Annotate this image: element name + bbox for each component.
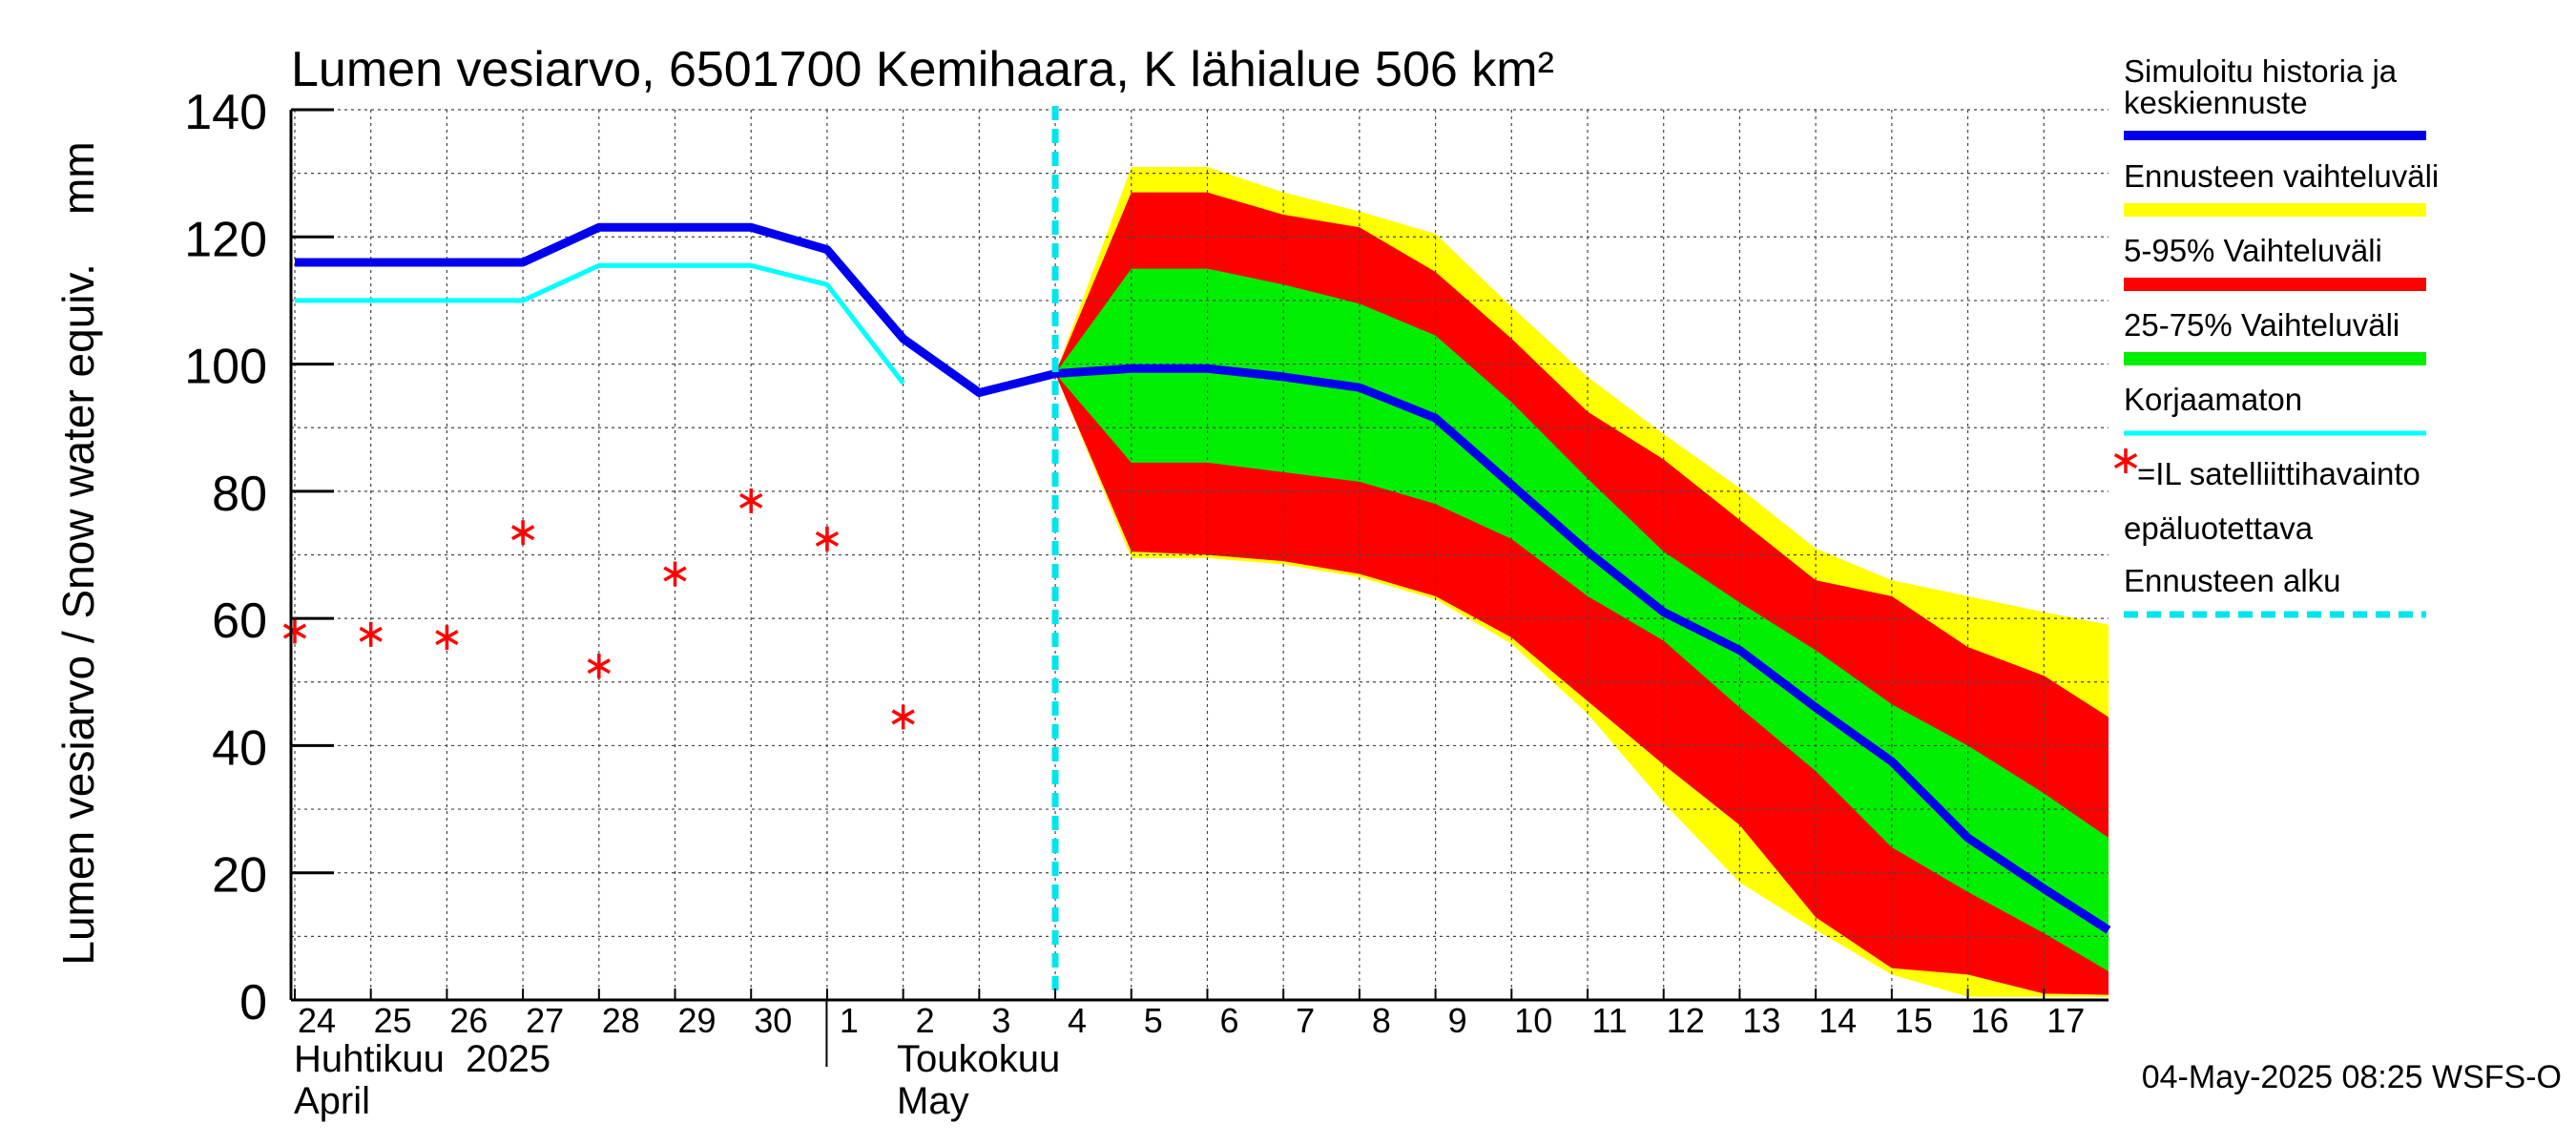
legend-label-simulated: Simuloitu historia ja (2124, 53, 2398, 89)
y-tick-label: 60 (212, 593, 267, 649)
band-25-75 (1055, 268, 2109, 972)
legend-label-simulated-2: keskiennuste (2124, 85, 2308, 120)
satellite-point (815, 526, 840, 552)
month-label-may-en: May (897, 1080, 969, 1122)
legend-label-satellite-2: epäluotettava (2124, 510, 2314, 546)
series-line-uncorrected (294, 262, 905, 385)
y-tick-label: 40 (212, 720, 267, 776)
x-tick-label: 27 (526, 1001, 564, 1040)
series-lines (294, 106, 2111, 1000)
series-line-simulated (294, 222, 2111, 934)
satellite-point (435, 625, 459, 651)
y-tick-label: 140 (184, 85, 267, 140)
y-tick-label: 100 (184, 340, 267, 395)
x-tick-label: 26 (449, 1001, 488, 1040)
x-tick-label: 7 (1296, 1001, 1315, 1040)
satellite-point (739, 488, 763, 513)
x-tick-label: 28 (602, 1001, 640, 1040)
x-tick-label: 24 (298, 1001, 336, 1040)
y-tick-label: 120 (184, 212, 267, 267)
x-tick-label: 13 (1742, 1001, 1780, 1040)
x-tick-label: 16 (1971, 1001, 2009, 1040)
satellite-point (282, 618, 307, 644)
legend-label-5-95: 5-95% Vaihteluväli (2124, 233, 2382, 268)
satellite-point (891, 704, 915, 730)
x-tick-label: 10 (1514, 1001, 1552, 1040)
legend-label-satellite: =IL satelliittihavainto (2137, 456, 2420, 491)
x-tick-label: 11 (1591, 1001, 1627, 1040)
x-tick-label: 3 (991, 1001, 1010, 1040)
x-tick-label: 17 (2046, 1001, 2085, 1040)
x-tick-label: 4 (1068, 1001, 1087, 1040)
legend-star-icon (2113, 448, 2138, 473)
x-tick-label: 9 (1448, 1001, 1467, 1040)
month-label-april-en: April (294, 1080, 370, 1122)
x-tick-label: 12 (1667, 1001, 1705, 1040)
x-tick-label: 1 (840, 1001, 859, 1040)
month-label-may-fi: Toukokuu (897, 1038, 1060, 1080)
x-tick-label: 15 (1895, 1001, 1933, 1040)
forecast-bands (1055, 166, 2109, 997)
legend-label-25-75: 25-75% Vaihteluväli (2124, 307, 2399, 343)
x-tick-label: 25 (374, 1001, 412, 1040)
satellite-point (587, 654, 611, 679)
chart-text: Lumen vesiarvo, 6501700 Kemihaara, K läh… (53, 42, 2562, 1122)
x-tick-label: 5 (1144, 1001, 1163, 1040)
satellite-point (510, 520, 535, 546)
x-tick-label: 6 (1219, 1001, 1238, 1040)
legend-label-forecast-start: Ennusteen alku (2124, 563, 2341, 598)
satellite-markers (282, 488, 915, 730)
satellite-point (359, 621, 383, 647)
month-label-april-fi: Huhtikuu 2025 (294, 1038, 551, 1080)
y-axis-label: Lumen vesiarvo / Snow water equiv. mm (53, 141, 103, 965)
x-tick-label: 2 (916, 1001, 935, 1040)
legend-label-uncorrected: Korjaamaton (2124, 382, 2302, 417)
x-tick-label: 14 (1818, 1001, 1857, 1040)
y-tick-label: 20 (212, 848, 267, 904)
x-tick-label: 29 (677, 1001, 716, 1040)
x-tick-label: 30 (754, 1001, 792, 1040)
legend-label-full-range: Ennusteen vaihteluväli (2124, 158, 2439, 194)
satellite-point (663, 561, 687, 587)
x-tick-label: 8 (1372, 1001, 1391, 1040)
footer-timestamp: 04-May-2025 08:25 WSFS-O (2142, 1059, 2562, 1095)
chart-title: Lumen vesiarvo, 6501700 Kemihaara, K läh… (291, 42, 1554, 97)
y-tick-label: 0 (239, 975, 267, 1030)
y-tick-label: 80 (212, 467, 267, 522)
